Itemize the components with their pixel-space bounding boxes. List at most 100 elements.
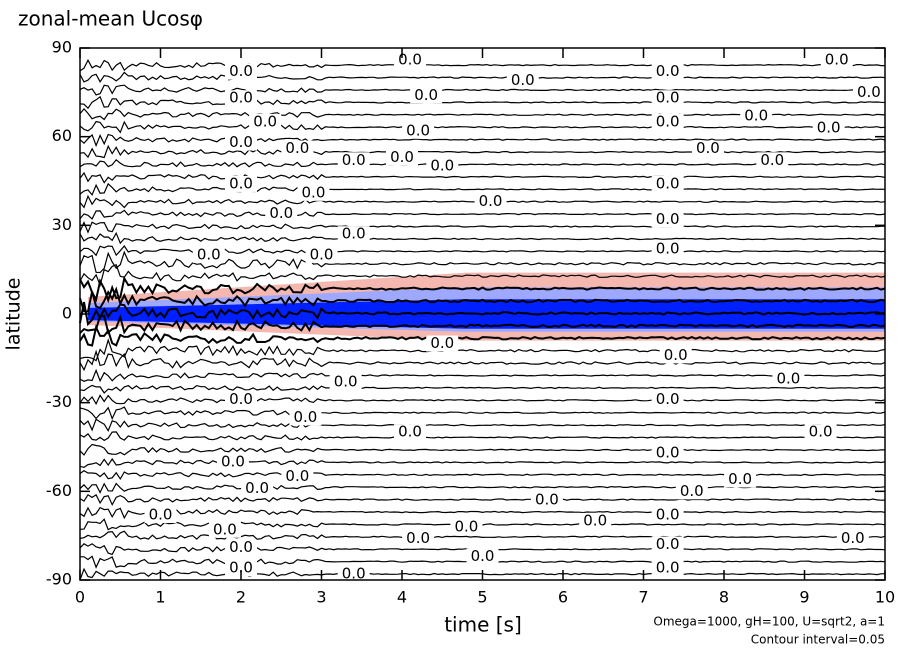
label-background bbox=[394, 424, 427, 441]
contour-label: 0.0 bbox=[760, 151, 784, 169]
label-background bbox=[402, 122, 435, 139]
label-background bbox=[466, 548, 499, 565]
contour-line bbox=[79, 443, 885, 456]
contour-label: 0.0 bbox=[430, 334, 454, 352]
contour-label: 0.0 bbox=[229, 559, 253, 577]
label-background bbox=[241, 480, 274, 497]
x-tick-label: 1 bbox=[155, 588, 165, 607]
label-background bbox=[216, 453, 249, 470]
contour-line bbox=[79, 394, 886, 406]
y-tick-label: -90 bbox=[46, 570, 72, 589]
x-tick-label: 6 bbox=[558, 588, 568, 607]
contour-label: 0.0 bbox=[511, 71, 535, 89]
label-background bbox=[144, 506, 177, 523]
contour-line bbox=[79, 144, 886, 159]
contour-label: 0.0 bbox=[744, 106, 768, 124]
contour-label: 0.0 bbox=[221, 452, 245, 470]
label-background bbox=[225, 63, 257, 80]
contour-label: 0.0 bbox=[535, 491, 559, 509]
label-background bbox=[402, 530, 435, 547]
label-background bbox=[772, 371, 805, 388]
contour-label: 0.0 bbox=[342, 151, 366, 169]
contour-label: 0.0 bbox=[656, 390, 680, 408]
contour-label: 0.0 bbox=[213, 520, 237, 538]
contour-label: 0.0 bbox=[809, 423, 833, 441]
contour-label: 0.0 bbox=[342, 225, 366, 243]
label-background bbox=[386, 149, 418, 166]
x-tick-label: 9 bbox=[799, 588, 809, 607]
contour-line bbox=[79, 368, 886, 383]
label-background bbox=[225, 560, 257, 577]
x-tick-label: 8 bbox=[719, 588, 729, 607]
label-background bbox=[651, 63, 684, 80]
label-background bbox=[651, 90, 684, 107]
contour-line bbox=[79, 301, 886, 327]
contour-label: 0.0 bbox=[229, 133, 253, 151]
contour-label: 0.0 bbox=[825, 50, 849, 68]
contour-label: 0.0 bbox=[390, 148, 414, 166]
contour-label: 0.0 bbox=[817, 118, 841, 136]
contour-label: 0.0 bbox=[269, 204, 293, 222]
contour-label: 0.0 bbox=[583, 511, 607, 529]
label-background bbox=[225, 539, 257, 556]
x-tick-label: 4 bbox=[397, 588, 407, 607]
label-background bbox=[289, 409, 322, 426]
label-background bbox=[852, 84, 885, 101]
contour-label: 0.0 bbox=[229, 390, 253, 408]
label-background bbox=[506, 72, 539, 89]
label-background bbox=[450, 518, 483, 535]
label-background bbox=[651, 536, 684, 553]
x-tick-label: 10 bbox=[875, 588, 895, 607]
contour-label: 0.0 bbox=[656, 505, 680, 523]
contour-line bbox=[79, 231, 886, 245]
label-background bbox=[410, 87, 443, 104]
contour-line bbox=[79, 275, 886, 304]
contour-line bbox=[79, 349, 886, 372]
label-background bbox=[651, 240, 684, 257]
label-background bbox=[659, 347, 692, 364]
label-background bbox=[265, 205, 298, 222]
contour-line bbox=[79, 338, 886, 362]
contour-label: 0.0 bbox=[471, 547, 495, 565]
contour-line bbox=[79, 493, 886, 507]
label-background bbox=[426, 158, 459, 175]
label-background bbox=[804, 424, 837, 441]
x-tick-label: 3 bbox=[316, 588, 326, 607]
contour-line bbox=[79, 286, 886, 313]
contour-label: 0.0 bbox=[479, 192, 503, 210]
contour-label: 0.0 bbox=[728, 470, 752, 488]
contour-line bbox=[79, 182, 886, 197]
contour-line bbox=[79, 171, 886, 184]
contour-label: 0.0 bbox=[414, 86, 438, 104]
contour-label: 0.0 bbox=[664, 346, 688, 364]
contour-label: 0.0 bbox=[430, 157, 454, 175]
contour-label: 0.0 bbox=[656, 62, 680, 80]
label-background bbox=[812, 119, 845, 136]
contour-line bbox=[79, 120, 886, 134]
contour-label: 0.0 bbox=[229, 62, 253, 80]
contour-line bbox=[79, 250, 886, 274]
label-background bbox=[724, 471, 757, 488]
contour-label: 0.0 bbox=[229, 174, 253, 192]
plot-area: 0.0 0.0 0.0 0.0 0.0 0.0 0.0 0.0 0.0 0.0 0.0 0.0 0.0 0… bbox=[79, 50, 886, 583]
contour-label: 0.0 bbox=[293, 408, 317, 426]
label-background bbox=[337, 566, 370, 583]
label-background bbox=[740, 107, 773, 124]
contour-label: 0.0 bbox=[680, 482, 704, 500]
contour-label: 0.0 bbox=[285, 139, 309, 157]
y-tick-label: 90 bbox=[52, 38, 72, 57]
contour-label: 0.0 bbox=[149, 505, 173, 523]
label-background bbox=[675, 483, 708, 500]
contour-label: 0.0 bbox=[253, 112, 277, 130]
label-background bbox=[579, 512, 612, 529]
contour-line bbox=[79, 530, 886, 540]
contour-line bbox=[79, 209, 886, 220]
label-background bbox=[297, 184, 330, 201]
contour-label: 0.0 bbox=[656, 89, 680, 107]
contour-label: 0.0 bbox=[656, 239, 680, 257]
contour-label: 0.0 bbox=[342, 565, 366, 583]
label-background bbox=[651, 560, 684, 577]
label-background bbox=[225, 90, 257, 107]
contour-label: 0.0 bbox=[302, 183, 326, 201]
